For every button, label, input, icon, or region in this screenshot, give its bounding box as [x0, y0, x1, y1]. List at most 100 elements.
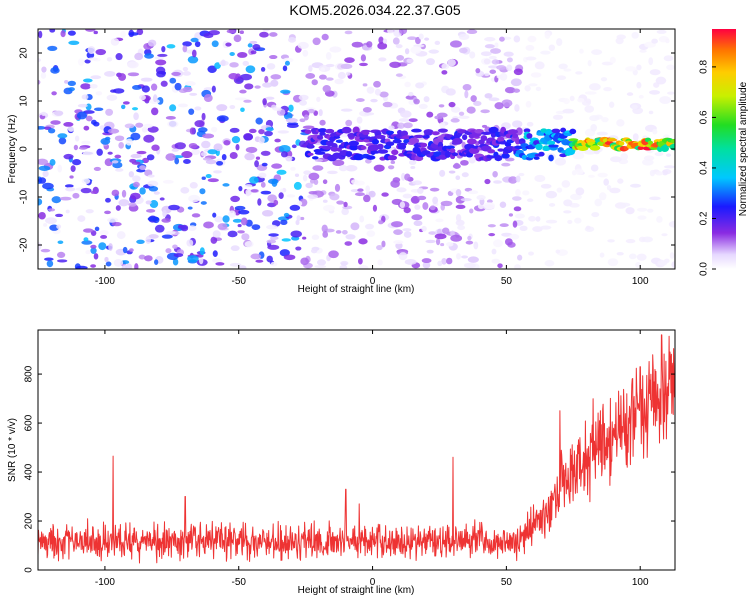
heatmap-cell [493, 239, 503, 248]
heatmap-cell [144, 255, 153, 262]
heatmap-cell [408, 91, 414, 97]
heatmap-cell [666, 64, 675, 71]
heatmap-cell [244, 240, 254, 248]
heatmap-cell [155, 59, 167, 66]
heatmap-cell [561, 180, 571, 188]
heatmap-cell [325, 63, 335, 68]
heatmap-cell [254, 85, 261, 89]
heatmap-cell [334, 183, 341, 192]
heatmap-cell [68, 87, 75, 92]
heatmap-cell [655, 171, 664, 176]
heatmap-cell [426, 58, 435, 66]
heatmap-cell [616, 252, 624, 256]
heatmap-cell [458, 33, 470, 41]
heatmap-cell [147, 126, 159, 133]
heatmap-cell [636, 253, 647, 261]
ridge-cell [497, 148, 505, 152]
heatmap-cell [648, 90, 661, 95]
ridge-cell [526, 133, 533, 139]
heatmap-cell [609, 187, 621, 194]
heatmap-cell [245, 146, 258, 153]
heatmap-cell [373, 164, 385, 172]
heatmap-cell [38, 211, 46, 220]
heatmap-cell [441, 63, 450, 70]
heatmap-cell [191, 213, 201, 218]
heatmap-cell [395, 44, 403, 49]
heatmap-cell [234, 97, 247, 101]
ridge-cell [330, 146, 339, 152]
heatmap-cell [63, 122, 74, 127]
heatmap-cell [515, 175, 521, 183]
heatmap-cell [300, 216, 305, 221]
heatmap-cell [53, 110, 64, 116]
heatmap-cell [501, 162, 511, 167]
heatmap-cell [300, 257, 309, 266]
ridge-cell [377, 149, 389, 154]
heatmap-cell [365, 158, 372, 164]
heatmap-cell [60, 30, 66, 38]
heatmap-cell [563, 98, 570, 105]
heatmap-cell [93, 166, 101, 172]
heatmap-cell [461, 255, 469, 259]
heatmap-cell [239, 89, 247, 94]
heatmap-cell [279, 249, 290, 257]
heatmap-cell [601, 61, 614, 66]
heatmap-cell [491, 248, 497, 255]
heatmap-cell [494, 102, 504, 110]
ridge-cell [376, 143, 384, 149]
heatmap-cell [122, 246, 128, 254]
heatmap-cell [308, 65, 313, 72]
heatmap-cell [280, 151, 288, 158]
heatmap-cell [556, 75, 567, 81]
heatmap-cell [40, 248, 51, 253]
heatmap-cell [662, 169, 668, 176]
heatmap-cell [247, 43, 253, 48]
snr-frame [37, 329, 676, 571]
heatmap-cell [156, 70, 166, 78]
heatmap-cell [85, 209, 94, 214]
heatmap-cell [556, 187, 563, 193]
heatmap-cell [448, 170, 456, 174]
heatmap-cell [382, 38, 388, 44]
heatmap-cell [212, 250, 218, 257]
heatmap-cell [68, 40, 80, 45]
ridge-cell [335, 139, 343, 144]
heatmap-cell [90, 247, 97, 254]
heatmap-cell [480, 109, 490, 114]
heatmap-cell [212, 258, 223, 264]
heatmap-cell [203, 94, 213, 103]
heatmap-cell [525, 100, 532, 108]
heatmap-cell [149, 200, 159, 209]
heatmap-cell [617, 178, 624, 184]
heatmap-cell [146, 208, 156, 213]
heatmap-cell [488, 65, 499, 69]
heatmap-cell [260, 150, 271, 156]
heatmap-cell [438, 104, 445, 108]
heatmap-cell [506, 57, 513, 63]
heatmap-cell [395, 73, 403, 77]
heatmap-cell [665, 38, 670, 44]
heatmap-cell [199, 256, 204, 265]
heatmap-cell [264, 75, 269, 84]
heatmap-cell [82, 110, 95, 114]
heatmap-cell [453, 162, 460, 169]
ridge-cell [452, 137, 463, 145]
ridge-cell [345, 151, 353, 158]
heatmap-cell [524, 85, 531, 92]
heatmap-cell [38, 198, 43, 206]
heatmap-cell [197, 127, 208, 133]
heatmap-cell [413, 220, 423, 227]
heatmap-cell [165, 248, 172, 254]
heatmap-cell [229, 151, 238, 160]
heatmap-cell [42, 170, 49, 178]
heatmap-cell [230, 245, 240, 252]
heatmap-cell [526, 121, 534, 127]
heatmap-cell [114, 154, 122, 159]
heatmap-cell [428, 49, 440, 53]
heatmap-cell [89, 83, 98, 89]
heatmap-cell [249, 40, 258, 45]
heatmap-cell [321, 224, 328, 233]
heatmap-cell [46, 260, 54, 268]
heatmap-cell [174, 82, 182, 91]
heatmap-cell [574, 217, 582, 224]
